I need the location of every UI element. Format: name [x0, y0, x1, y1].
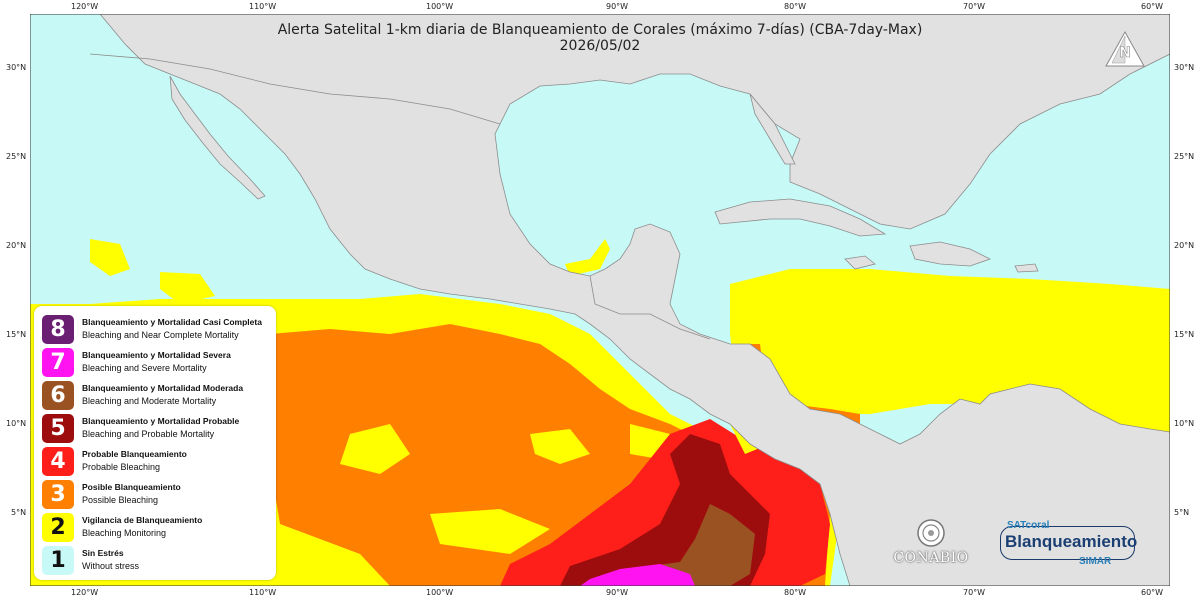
border-central-america [589, 275, 711, 340]
legend-label-es: Sin Estrés [82, 548, 124, 558]
lon-top-100: 100°W [426, 2, 454, 11]
legend-swatch-5: 5 [42, 414, 74, 443]
land-jamaica [844, 255, 876, 270]
lat-right-15: 15°N [1174, 330, 1195, 339]
lat-left-20: 20°N [6, 241, 27, 250]
possible-bleaching-patch-4 [430, 509, 550, 554]
lat-left-10: 10°N [6, 419, 27, 428]
lat-right-25: 25°N [1174, 152, 1195, 161]
lon-top-110: 110°W [249, 2, 277, 11]
legend-label-en: Bleaching and Near Complete Mortality [82, 330, 239, 340]
legend-label-es: Blanqueamiento y Mortalidad Severa [82, 350, 231, 360]
lon-top-60: 60°W [1141, 2, 1164, 11]
lat-left-5: 5°N [11, 508, 27, 517]
lat-left-25: 25°N [6, 152, 27, 161]
svg-text:N: N [1119, 45, 1131, 61]
bleaching-monitoring-zone-westpacific [160, 272, 215, 304]
legend-label-en: Possible Bleaching [82, 495, 159, 505]
lon-bottom-110: 110°W [249, 588, 277, 597]
legend-label-es: Probable Blanqueamiento [82, 449, 187, 459]
legend-swatch-6: 6 [42, 381, 74, 410]
legend-swatch-2: 2 [42, 513, 74, 542]
bleaching-monitoring-zone-mexico-coast [90, 239, 130, 276]
lat-left-30: 30°N [6, 63, 27, 72]
lon-bottom-70: 70°W [963, 588, 986, 597]
lon-bottom-100: 100°W [426, 588, 454, 597]
land-cuba [714, 198, 887, 237]
badge-bottom-text: SIMAR [1079, 556, 1112, 567]
legend-label-es: Blanqueamiento y Mortalidad Probable [82, 416, 240, 426]
bleaching-monitoring-zone-yucatan [565, 239, 610, 276]
map-canvas [30, 14, 1170, 586]
badge-frame [1000, 526, 1135, 560]
lon-bottom-60: 60°W [1141, 588, 1164, 597]
map-title: Alerta Satelital 1-km diaria de Blanquea… [230, 22, 970, 54]
legend-label-es: Blanqueamiento y Mortalidad Casi Complet… [82, 317, 262, 327]
conabio-logo: CONABIO [885, 516, 977, 568]
lat-left-15: 15°N [6, 330, 27, 339]
lon-top-70: 70°W [963, 2, 986, 11]
lat-right-10: 10°N [1174, 419, 1195, 428]
legend-item-1: 1 Sin Estrés Without stress [42, 545, 272, 575]
land-baja-peninsula [169, 75, 266, 200]
lon-bottom-80: 80°W [784, 588, 807, 597]
conabio-emblem-icon [917, 519, 945, 547]
legend-panel: 8 Blanqueamiento y Mortalidad Casi Compl… [34, 306, 276, 580]
lon-bottom-90: 90°W [606, 588, 629, 597]
map-title-line1: Alerta Satelital 1-km diaria de Blanquea… [277, 22, 923, 38]
lat-right-20: 20°N [1174, 241, 1195, 250]
lon-bottom-120: 120°W [71, 588, 99, 597]
legend-label-es: Blanqueamiento y Mortalidad Moderada [82, 383, 244, 393]
land-hispaniola [909, 241, 992, 267]
legend-item-4: 4 Probable Blanqueamiento Probable Bleac… [42, 446, 272, 476]
land-baja-california [180, 94, 275, 194]
legend-item-6: 6 Blanqueamiento y Mortalidad Moderada B… [42, 380, 272, 410]
legend-label-es: Posible Blanqueamiento [82, 482, 181, 492]
badge-top-text: SATcoral [1007, 520, 1050, 531]
legend-item-3: 3 Posible Blanqueamiento Possible Bleach… [42, 479, 272, 509]
legend-item-2: 2 Vigilancia de Blanqueamiento Bleaching… [42, 512, 272, 542]
legend-item-7: 7 Blanqueamiento y Mortalidad Severa Ble… [42, 347, 272, 377]
legend-label-es: Vigilancia de Blanqueamiento [82, 515, 203, 525]
lon-top-120: 120°W [71, 2, 99, 11]
severe-mortality-zone [580, 564, 695, 586]
land-puerto-rico [1014, 263, 1039, 273]
land-florida [749, 93, 796, 165]
legend-swatch-1: 1 [42, 546, 74, 575]
legend-swatch-4: 4 [42, 447, 74, 476]
map-title-date: 2026/05/02 [559, 38, 641, 54]
possible-bleaching-patch-1 [340, 424, 410, 474]
legend-label-en: Without stress [82, 561, 140, 571]
legend-label-en: Bleaching Monitoring [82, 528, 167, 538]
legend-label-en: Bleaching and Probable Mortality [82, 429, 215, 439]
satcoral-badge: SATcoral Blanqueamiento SIMAR [1000, 520, 1138, 570]
moderate-mortality-zone [610, 504, 755, 586]
lat-right-30: 30°N [1174, 63, 1195, 72]
legend-item-8: 8 Blanqueamiento y Mortalidad Casi Compl… [42, 314, 272, 344]
lon-top-90: 90°W [606, 2, 629, 11]
legend-swatch-8: 8 [42, 315, 74, 344]
possible-bleaching-patch-2 [530, 429, 590, 464]
border-usa-mexico [89, 53, 501, 125]
lon-top-80: 80°W [784, 2, 807, 11]
legend-label-en: Probable Bleaching [82, 462, 161, 472]
legend-item-5: 5 Blanqueamiento y Mortalidad Probable B… [42, 413, 272, 443]
legend-label-en: Bleaching and Severe Mortality [82, 363, 207, 373]
lat-right-5: 5°N [1174, 508, 1190, 517]
conabio-text: CONABIO [893, 550, 969, 566]
legend-label-en: Bleaching and Moderate Mortality [82, 396, 217, 406]
legend-swatch-3: 3 [42, 480, 74, 509]
north-arrow-icon: N [1105, 30, 1145, 67]
legend-swatch-7: 7 [42, 348, 74, 377]
badge-main-text: Blanqueamiento [1005, 532, 1138, 551]
